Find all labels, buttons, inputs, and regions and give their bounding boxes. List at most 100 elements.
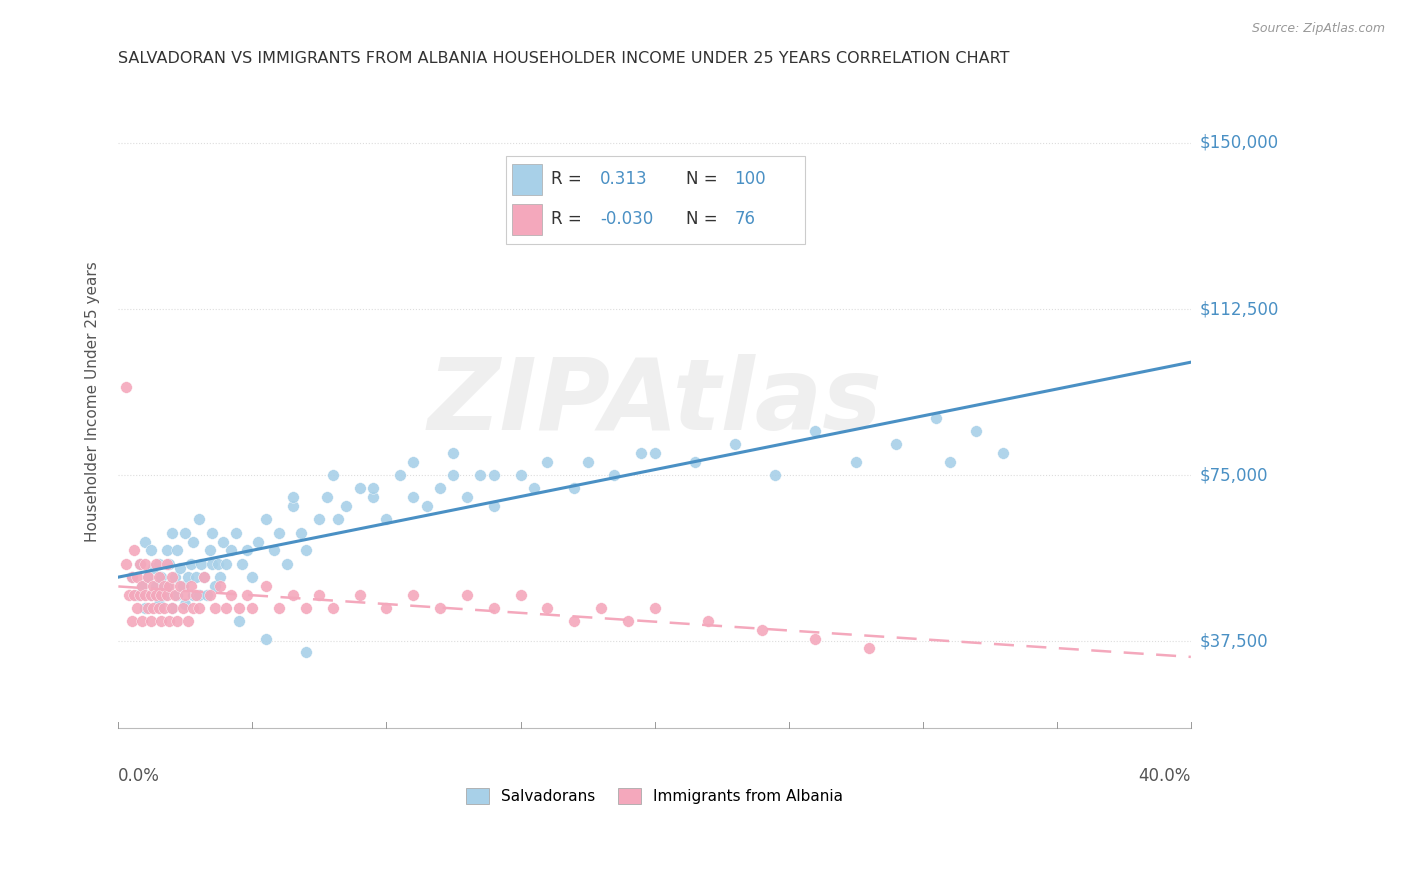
Point — [523, 482, 546, 496]
Point — [209, 570, 232, 584]
Point — [177, 570, 200, 584]
Point — [328, 512, 350, 526]
Point — [402, 490, 425, 504]
Point — [124, 588, 146, 602]
Point — [150, 615, 173, 629]
Point — [209, 579, 232, 593]
Point — [148, 597, 170, 611]
Point — [128, 557, 150, 571]
Point — [153, 579, 176, 593]
Point — [148, 570, 170, 584]
Point — [281, 588, 304, 602]
Point — [308, 588, 330, 602]
Point — [644, 446, 666, 460]
Text: $150,000: $150,000 — [1199, 134, 1278, 152]
Point — [142, 601, 165, 615]
Point — [456, 588, 478, 602]
Point — [207, 557, 229, 571]
Point — [195, 588, 218, 602]
Point — [201, 525, 224, 540]
Point — [115, 379, 138, 393]
Point — [187, 588, 209, 602]
Point — [804, 632, 827, 646]
Point — [157, 615, 180, 629]
Text: 40.0%: 40.0% — [1139, 766, 1191, 785]
Point — [184, 570, 207, 584]
Point — [683, 455, 706, 469]
Point — [142, 561, 165, 575]
Point — [938, 455, 960, 469]
Point — [509, 468, 531, 483]
Text: 0.313: 0.313 — [600, 170, 648, 188]
Legend: Salvadorans, Immigrants from Albania: Salvadorans, Immigrants from Albania — [458, 780, 851, 812]
Point — [349, 588, 371, 602]
Point — [157, 579, 180, 593]
Point — [166, 543, 188, 558]
Point — [254, 579, 277, 593]
Point — [254, 632, 277, 646]
Point — [724, 437, 747, 451]
Point — [174, 525, 197, 540]
Point — [127, 588, 149, 602]
Point — [616, 615, 638, 629]
Point — [697, 615, 720, 629]
Point — [589, 601, 612, 615]
Point — [174, 588, 197, 602]
Point — [295, 645, 318, 659]
Point — [204, 579, 226, 593]
Point — [225, 525, 247, 540]
Point — [134, 588, 156, 602]
Point — [402, 455, 425, 469]
Point — [184, 588, 207, 602]
Point — [630, 446, 652, 460]
Point — [443, 468, 465, 483]
Point — [212, 534, 235, 549]
Point — [884, 437, 907, 451]
Text: $75,000: $75,000 — [1199, 467, 1268, 484]
Point — [131, 579, 153, 593]
Point — [322, 468, 344, 483]
Point — [118, 588, 141, 602]
Point — [134, 557, 156, 571]
Point — [349, 482, 371, 496]
Point — [127, 570, 149, 584]
Point — [536, 601, 558, 615]
Point — [142, 579, 165, 593]
Point — [183, 601, 205, 615]
Point — [204, 601, 226, 615]
Point — [156, 557, 179, 571]
Point — [145, 579, 167, 593]
Point — [482, 468, 505, 483]
Point — [290, 525, 312, 540]
Point — [198, 543, 221, 558]
Text: R =: R = — [551, 170, 582, 188]
Point — [361, 482, 384, 496]
FancyBboxPatch shape — [512, 204, 543, 235]
Text: N =: N = — [686, 170, 717, 188]
Point — [160, 601, 183, 615]
Point — [163, 588, 186, 602]
Point — [269, 601, 291, 615]
Point — [190, 557, 212, 571]
Point — [136, 570, 159, 584]
Point — [153, 588, 176, 602]
Point — [965, 424, 987, 438]
Point — [121, 615, 143, 629]
Point — [121, 570, 143, 584]
Point — [174, 597, 197, 611]
FancyBboxPatch shape — [506, 156, 804, 244]
Point — [134, 534, 156, 549]
Text: ZIPAtlas: ZIPAtlas — [427, 353, 882, 450]
Point — [160, 570, 183, 584]
Point — [172, 579, 194, 593]
Point — [562, 482, 585, 496]
Point — [246, 534, 269, 549]
Point — [139, 543, 162, 558]
Y-axis label: Householder Income Under 25 years: Householder Income Under 25 years — [86, 261, 100, 542]
Point — [166, 615, 188, 629]
Point — [187, 512, 209, 526]
Point — [335, 499, 357, 513]
FancyBboxPatch shape — [512, 164, 543, 195]
Point — [183, 534, 205, 549]
Point — [180, 557, 202, 571]
